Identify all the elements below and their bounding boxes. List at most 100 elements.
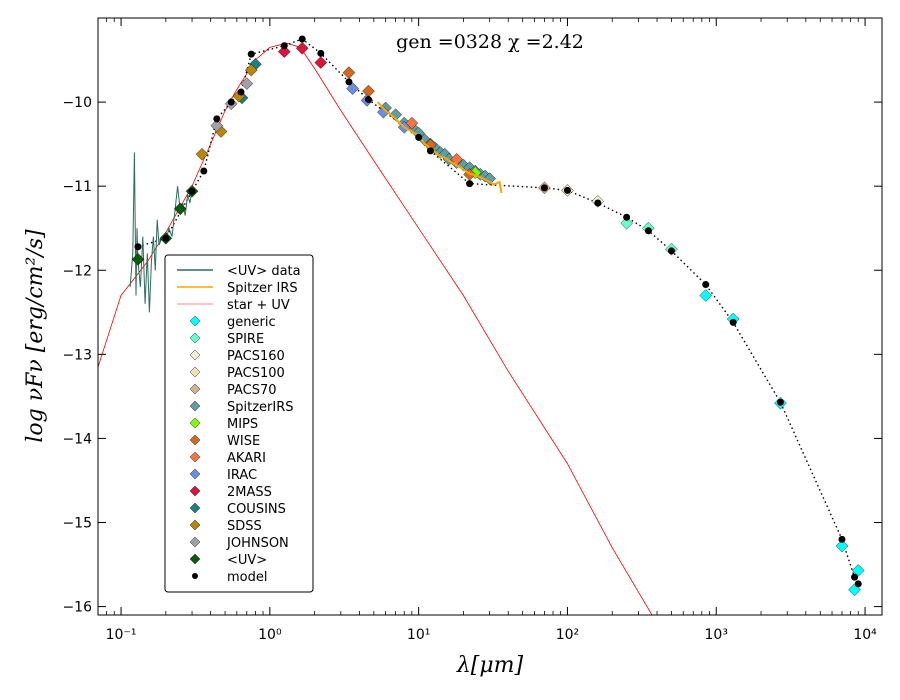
model-point bbox=[134, 243, 142, 251]
x-tick-label: 10³ bbox=[705, 627, 728, 643]
plot-area bbox=[98, 35, 865, 615]
legend-label-2mass: 2MASS bbox=[227, 485, 272, 500]
legend-label-pacs100: PACS100 bbox=[227, 366, 285, 381]
point-spire bbox=[620, 216, 633, 230]
legend-label-pacs70: PACS70 bbox=[227, 383, 277, 398]
model-point bbox=[415, 133, 423, 141]
point-uv bbox=[131, 253, 145, 266]
point-sdss bbox=[244, 63, 258, 77]
legend-label-akari: AKARI bbox=[227, 451, 266, 466]
model-point bbox=[200, 167, 208, 175]
legend-marker-generic bbox=[189, 315, 201, 327]
model-point bbox=[188, 187, 196, 195]
point-generic bbox=[835, 539, 849, 553]
model-point bbox=[162, 234, 170, 242]
y-tick-label: −14 bbox=[62, 431, 92, 447]
model-point bbox=[851, 573, 859, 581]
legend-label-spire: SPIRE bbox=[227, 332, 264, 347]
legend-marker-cousins bbox=[189, 502, 201, 514]
x-tick-label: 10⁴ bbox=[853, 627, 877, 643]
x-tick-label: 10¹ bbox=[407, 627, 430, 643]
legend-label-johnson: JOHNSON bbox=[226, 536, 289, 551]
legend-marker-spire bbox=[189, 332, 201, 344]
point-2mass bbox=[277, 45, 291, 58]
legend-label-mips: MIPS bbox=[227, 417, 258, 432]
legend-marker-spitzerirs bbox=[189, 400, 201, 412]
point-johnson bbox=[210, 119, 224, 132]
model-point bbox=[644, 227, 652, 235]
legend-label-sdss: SDSS bbox=[227, 519, 262, 534]
fit-annotation: gen =0328 χ =2.42 bbox=[396, 31, 584, 53]
model-point bbox=[702, 281, 710, 289]
model-point bbox=[227, 98, 235, 106]
model-point bbox=[854, 580, 862, 588]
model-point bbox=[838, 535, 846, 543]
legend-marker-pacs100 bbox=[189, 366, 201, 378]
model-point bbox=[280, 42, 288, 50]
legend-marker-sdss bbox=[189, 519, 201, 531]
y-tick-label: −10 bbox=[62, 95, 92, 111]
axis-ticks: 10⁻¹ 10⁰ 10¹ 10² 10³ 10⁴ −10 −11 −12 −13 −14 −15 −16 bbox=[62, 18, 882, 643]
x-tick-label: 10⁻¹ bbox=[106, 627, 137, 643]
legend-label-star-uv: star + UV bbox=[227, 298, 290, 313]
x-axis-label: λ[μm] bbox=[456, 653, 524, 678]
legend-label-uv: <UV> bbox=[227, 553, 267, 568]
model-point bbox=[426, 147, 434, 155]
spitzer-irs-curve bbox=[376, 101, 503, 194]
legend-marker-2mass bbox=[189, 485, 201, 497]
model-point bbox=[247, 50, 255, 58]
model-point bbox=[623, 213, 631, 221]
legend-label-cousins: COUSINS bbox=[227, 502, 286, 517]
point-uv bbox=[173, 202, 187, 216]
legend-label-model: model bbox=[227, 570, 267, 585]
point-2mass bbox=[295, 41, 309, 55]
legend-label-spitzerirs: SpitzerIRS bbox=[227, 400, 294, 415]
model-point bbox=[667, 247, 675, 255]
y-axis-label: log νFν [erg/cm²/s] bbox=[23, 229, 48, 443]
x-tick-label: 10⁰ bbox=[258, 627, 282, 643]
x-tick-label: 10² bbox=[556, 627, 579, 643]
model-point bbox=[776, 398, 784, 406]
legend-marker-pacs160 bbox=[189, 349, 201, 361]
model-point bbox=[364, 96, 372, 104]
point-irac bbox=[377, 105, 390, 119]
legend-marker-akari bbox=[189, 451, 201, 463]
y-tick-label: −12 bbox=[62, 263, 92, 279]
point-irac bbox=[346, 82, 359, 95]
y-tick-label: −11 bbox=[62, 179, 92, 195]
model-point bbox=[563, 186, 571, 194]
legend-marker-model bbox=[192, 573, 198, 579]
legend-box bbox=[164, 254, 314, 593]
model-point bbox=[237, 88, 245, 96]
legend: <UV> data Spitzer IRS star + UV generic SPIR… bbox=[164, 254, 314, 593]
model-point bbox=[466, 180, 474, 188]
legend-marker-mips bbox=[189, 417, 201, 429]
model-point bbox=[540, 184, 548, 192]
model-point bbox=[594, 199, 602, 207]
point-akari bbox=[405, 116, 419, 130]
model-point bbox=[298, 35, 306, 43]
point-johnson bbox=[240, 77, 254, 90]
point-spitzerirs bbox=[483, 172, 496, 185]
legend-label-irac: IRAC bbox=[227, 468, 257, 483]
legend-label-uv-data: <UV> data bbox=[227, 264, 301, 279]
legend-marker-uv bbox=[189, 553, 201, 565]
model-point bbox=[729, 318, 737, 326]
y-tick-label: −15 bbox=[62, 516, 92, 532]
legend-label-generic: generic bbox=[227, 315, 276, 330]
point-spitzerirs bbox=[389, 108, 402, 121]
plot-content bbox=[98, 35, 865, 615]
legend-marker-irac bbox=[189, 468, 201, 480]
legend-marker-wise bbox=[189, 434, 201, 446]
point-generic bbox=[699, 289, 713, 302]
point-sdss bbox=[195, 147, 209, 161]
y-tick-label: −16 bbox=[62, 600, 92, 616]
legend-label-wise: WISE bbox=[227, 434, 260, 449]
point-2mass bbox=[314, 56, 328, 69]
legend-label-pacs160: PACS160 bbox=[227, 349, 285, 364]
point-generic bbox=[851, 564, 865, 577]
legend-label-spitzer-irs: Spitzer IRS bbox=[227, 281, 298, 296]
model-point bbox=[213, 115, 221, 123]
